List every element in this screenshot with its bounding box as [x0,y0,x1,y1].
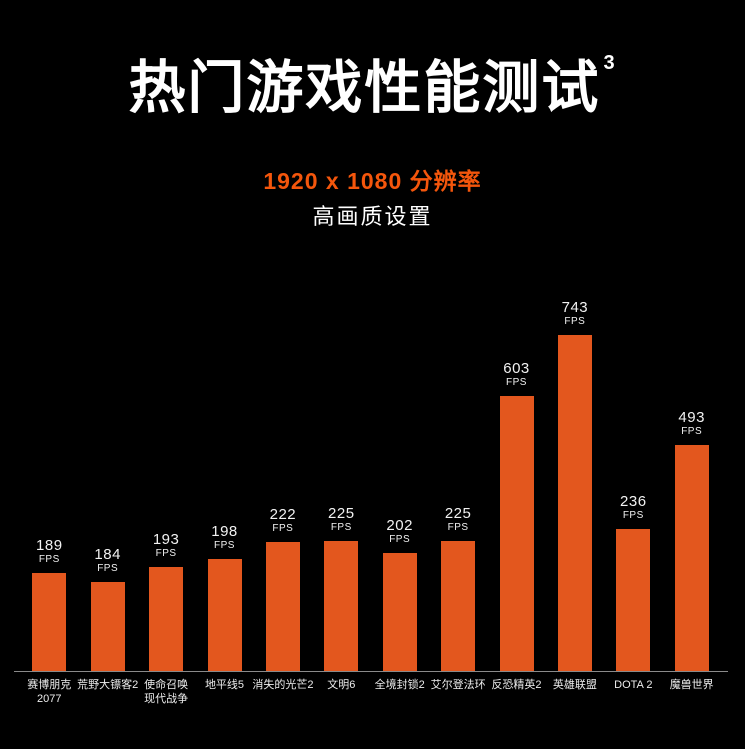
bar [441,541,476,671]
x-axis-category-label-line: 反恐精英2 [491,679,542,691]
x-axis-category-label-line: 艾尔登法环 [430,679,486,691]
x-axis-category-label-line: 文明6 [327,679,356,691]
fps-unit-label: FPS [681,426,703,437]
fps-unit-label: FPS [155,548,177,559]
bar [32,573,67,671]
x-axis-category-label: 反恐精英2 [471,678,563,692]
page-title: 热门游戏性能测试 3 [0,52,745,122]
bar-value-label: 743 FPS [530,299,620,328]
bar-value-label: 225 FPS [413,505,503,534]
fps-value: 184 [94,546,121,563]
bar [149,567,184,671]
x-axis-category-label: 魔兽世界 [646,678,738,692]
fps-value: 225 [328,505,355,522]
x-axis-category-label: 英雄联盟 [529,678,621,692]
fps-unit-label: FPS [272,523,294,534]
fps-value: 222 [269,506,297,523]
fps-unit-label: FPS [622,510,644,521]
x-axis-category-label-line: 荒野大镖客2 [77,679,139,691]
bar-value-label: 193 FPS [121,531,211,560]
bar-value-label: 222 FPS [238,506,328,535]
bar [616,529,651,671]
bar-value-label: 198 FPS [180,523,270,552]
fps-unit-label: FPS [506,377,527,388]
x-axis-category-label-line: 赛博朋克 [27,679,72,691]
fps-unit-label: FPS [447,522,469,533]
fps-value: 198 [211,523,238,540]
bar [382,553,417,671]
x-axis-line [14,671,728,672]
fps-value: 202 [386,517,413,534]
x-axis-category-label: 使命召唤 现代战争 [120,678,212,706]
x-axis-category-label-line: 消失的光芒2 [252,679,314,691]
x-axis-category-label-line: 全境封锁2 [374,679,425,691]
fps-unit-label: FPS [97,563,119,574]
bar-value-label: 236 FPS [588,493,678,522]
bar [499,396,534,671]
fps-value: 225 [444,505,472,522]
bar-value-label: 202 FPS [355,517,445,546]
fps-value: 493 [678,409,705,426]
bar [207,559,242,671]
page-title-text: 热门游戏性能测试 [128,56,601,120]
bar-value-label: 184 FPS [63,546,153,575]
x-axis-category-label: DOTA 2 [587,678,679,692]
subtitle-quality-setting: 高画质设置 [312,204,433,229]
bar-value-label: 493 FPS [647,409,737,438]
x-axis-category-label: 地平线5 [179,678,271,692]
x-axis-category-label: 文明6 [295,678,387,692]
title-footnote-superscript: 3 [603,52,617,74]
bar [90,582,125,671]
bar-value-label: 189 FPS [4,537,94,566]
bar [324,541,359,671]
x-axis-category-label: 消失的光芒2 [237,678,329,692]
bar-value-label: 225 FPS [296,505,386,534]
x-axis-category-label: 赛博朋克 2077 [3,678,95,706]
fps-value: 743 [561,299,589,316]
x-axis-category-label-line: 2077 [37,693,62,705]
bar [557,335,592,671]
x-axis-category-label: 荒野大镖客2 [62,678,154,692]
x-axis-category-label-line: 现代战争 [144,693,189,705]
x-axis-category-label: 艾尔登法环 [412,678,504,692]
fps-value: 189 [36,537,63,554]
x-axis-category-label-line: DOTA 2 [614,679,653,691]
fps-value: 236 [620,493,647,510]
x-axis-category-label-line: 魔兽世界 [669,679,714,691]
x-axis-category-label-line: 英雄联盟 [552,679,597,691]
bar [674,445,709,671]
fps-value: 603 [503,360,530,377]
x-axis-category-label-line: 使命召唤 [144,679,189,691]
subtitle-resolution: 1920 x 1080 分辨率 [263,168,482,194]
fps-unit-label: FPS [214,540,235,551]
bar-value-label: 603 FPS [472,360,562,389]
fps-value: 193 [152,531,180,548]
x-axis-category-label-line: 地平线5 [204,679,245,691]
fps-unit-label: FPS [38,554,60,565]
fps-unit-label: FPS [330,522,352,533]
bar [265,542,300,671]
fps-unit-label: FPS [564,316,586,327]
fps-unit-label: FPS [389,534,411,545]
x-axis-category-label: 全境封锁2 [354,678,446,692]
